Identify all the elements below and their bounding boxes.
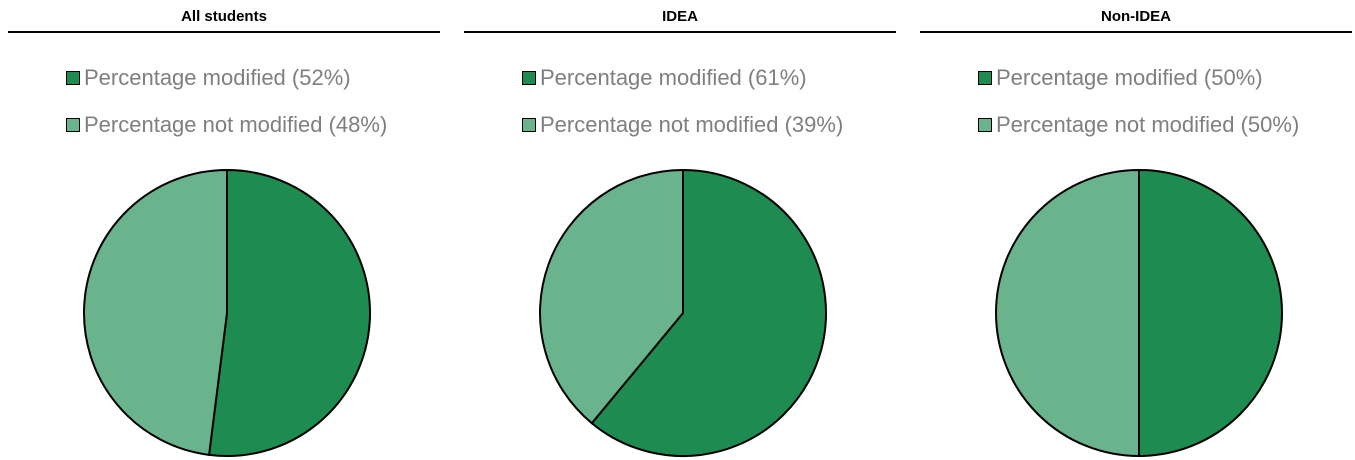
pie-slice-not-modified: [995, 169, 1140, 457]
title-underline: [464, 31, 896, 33]
pie-slice-modified: [1138, 169, 1283, 457]
chart-title: Non-IDEA: [1101, 8, 1171, 25]
pie-chart: [995, 169, 1283, 457]
legend-label: Percentage not modified (39%): [540, 112, 844, 137]
legend-item-modified: Percentage modified (52%): [66, 62, 387, 94]
legend-label: Percentage not modified (50%): [996, 112, 1300, 137]
legend: Percentage modified (50%) Percentage not…: [978, 62, 1299, 156]
legend-swatch-not-modified: [522, 118, 536, 132]
title-underline: [8, 31, 440, 33]
pie-chart: [83, 169, 371, 457]
legend-label: Percentage not modified (48%): [84, 112, 388, 137]
pie-slice-modified: [208, 169, 371, 457]
legend: Percentage modified (61%) Percentage not…: [522, 62, 843, 156]
legend-swatch-not-modified: [66, 118, 80, 132]
pie-chart: [539, 169, 827, 457]
legend-label: Percentage modified (52%): [84, 65, 351, 90]
legend: Percentage modified (52%) Percentage not…: [66, 62, 387, 156]
legend-item-modified: Percentage modified (61%): [522, 62, 843, 94]
chart-panel-idea: IDEA Percentage modified (61%) Percentag…: [464, 0, 896, 457]
pie-slice-modified: [590, 169, 827, 457]
legend-item-modified: Percentage modified (50%): [978, 62, 1299, 94]
legend-item-not-modified: Percentage not modified (50%): [978, 109, 1299, 141]
legend-label: Percentage modified (50%): [996, 65, 1263, 90]
legend-label: Percentage modified (61%): [540, 65, 807, 90]
chart-panel-non-idea: Non-IDEA Percentage modified (50%) Perce…: [920, 0, 1352, 457]
legend-swatch-modified: [522, 71, 536, 85]
legend-swatch-modified: [66, 71, 80, 85]
chart-title: IDEA: [662, 8, 698, 25]
legend-swatch-modified: [978, 71, 992, 85]
chart-panel-all-students: All students Percentage modified (52%) P…: [8, 0, 440, 457]
pie-slice-not-modified: [83, 169, 228, 456]
legend-item-not-modified: Percentage not modified (48%): [66, 109, 387, 141]
legend-swatch-not-modified: [978, 118, 992, 132]
chart-title: All students: [181, 8, 267, 25]
title-underline: [920, 31, 1352, 33]
pie-slice-not-modified: [539, 169, 684, 425]
legend-item-not-modified: Percentage not modified (39%): [522, 109, 843, 141]
